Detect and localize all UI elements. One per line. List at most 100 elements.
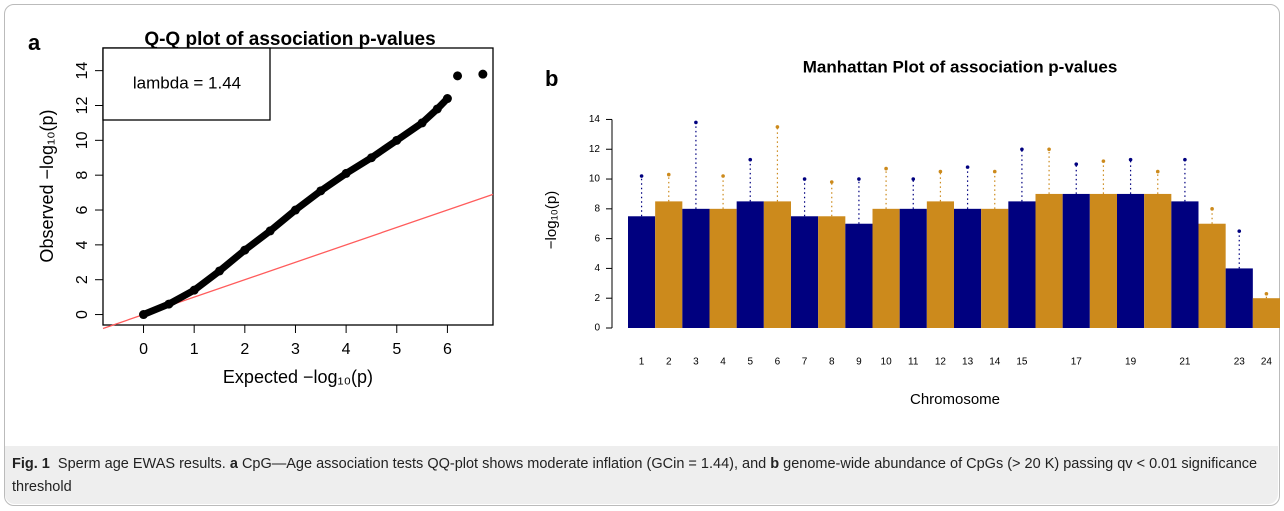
peak xyxy=(802,177,807,181)
point xyxy=(341,168,351,178)
peak xyxy=(884,166,888,171)
bulk xyxy=(1252,298,1280,328)
peak xyxy=(666,172,671,177)
figure-frame xyxy=(4,4,1280,506)
y-tick-label: 8 xyxy=(74,171,91,180)
point xyxy=(478,69,488,79)
x-tick-label: 12 xyxy=(935,357,947,368)
point xyxy=(366,153,376,163)
peak xyxy=(721,174,725,178)
peak xyxy=(965,165,970,169)
peak xyxy=(1020,147,1024,152)
x-tick-label: 5 xyxy=(747,357,753,368)
y-tick-label: 14 xyxy=(589,114,601,125)
y-tick-label: 6 xyxy=(74,205,91,214)
y-tick-label: 8 xyxy=(594,203,600,214)
bulk xyxy=(628,216,656,328)
y-tick-label: 12 xyxy=(74,96,91,114)
bulk xyxy=(1035,193,1063,328)
point xyxy=(432,104,442,114)
y-tick-label: 2 xyxy=(594,293,600,304)
y-tick-label: 4 xyxy=(74,240,91,249)
bulk xyxy=(926,201,954,328)
peak xyxy=(1183,157,1187,162)
peak xyxy=(694,120,698,125)
x-tick-label: 10 xyxy=(881,357,893,368)
bulk xyxy=(818,216,846,328)
plot-frame xyxy=(102,47,494,326)
peak xyxy=(775,125,780,129)
bulk xyxy=(981,208,1009,328)
y-axis-label: Observed −log₁₀(p) xyxy=(37,109,57,262)
x-tick-label: 3 xyxy=(291,341,300,358)
bulk xyxy=(1144,193,1172,328)
x-tick-label: 6 xyxy=(443,341,452,358)
chart-title: Manhattan Plot of association p-values xyxy=(803,57,1118,76)
point xyxy=(265,226,275,236)
y-tick-label: 12 xyxy=(589,144,601,155)
peak xyxy=(938,169,943,174)
bulk xyxy=(954,208,982,328)
bulk xyxy=(1117,193,1145,328)
bulk xyxy=(1171,201,1199,328)
caption: Fig. 1 Sperm age EWAS results. a CpG—Age… xyxy=(12,453,1262,499)
peak xyxy=(829,180,834,184)
point xyxy=(139,310,149,320)
bulk xyxy=(791,216,819,328)
point xyxy=(189,285,199,295)
caption-run: Sperm age EWAS results. xyxy=(49,456,230,472)
y-tick-label: 2 xyxy=(74,275,91,284)
bulk xyxy=(763,201,791,328)
y-tick-label: 0 xyxy=(594,323,600,334)
x-tick-label: 24 xyxy=(1261,357,1273,368)
x-tick-label: 15 xyxy=(1016,357,1028,368)
x-tick-label: 1 xyxy=(639,357,645,368)
caption-run: Fig. 1 xyxy=(12,456,50,472)
peak xyxy=(857,177,861,181)
bulk xyxy=(1008,201,1036,328)
point xyxy=(453,71,463,81)
y-tick-label: 10 xyxy=(74,131,91,149)
panel-label: a xyxy=(28,30,41,55)
x-tick-label: 6 xyxy=(775,357,781,368)
bulk xyxy=(872,208,900,328)
x-tick-label: 17 xyxy=(1071,357,1083,368)
x-axis-label: Chromosome xyxy=(910,391,1000,408)
peak xyxy=(1074,162,1079,166)
y-tick-label: 6 xyxy=(594,233,600,244)
point xyxy=(316,186,326,196)
bulk xyxy=(845,223,873,328)
caption-run: a xyxy=(229,456,238,472)
peak xyxy=(1210,207,1214,211)
x-tick-label: 21 xyxy=(1179,357,1191,368)
bulk xyxy=(1089,193,1117,328)
y-tick-label: 0 xyxy=(74,310,91,319)
y-tick-label: 14 xyxy=(74,62,91,80)
point xyxy=(392,135,402,145)
chart-title: Q-Q plot of association p-values xyxy=(144,29,435,50)
point xyxy=(164,299,174,309)
bulk xyxy=(899,208,927,328)
point xyxy=(417,118,427,128)
peak xyxy=(1128,157,1133,162)
bulk xyxy=(655,201,683,328)
x-tick-label: 2 xyxy=(240,341,249,358)
point xyxy=(240,245,250,255)
x-tick-label: 14 xyxy=(989,357,1001,368)
caption-background xyxy=(5,446,1278,504)
qq-curve xyxy=(140,95,451,319)
peak xyxy=(1155,169,1160,174)
bulk xyxy=(1225,268,1253,328)
x-tick-label: 4 xyxy=(720,357,726,368)
point xyxy=(214,266,224,276)
bulk xyxy=(1198,223,1226,328)
x-tick-label: 9 xyxy=(856,357,862,368)
panel-label: b xyxy=(545,66,558,91)
x-axis-label: Expected −log₁₀(p) xyxy=(223,367,373,387)
peak xyxy=(639,174,644,178)
point xyxy=(442,94,452,104)
peak xyxy=(1047,147,1051,152)
annotation: lambda = 1.44 xyxy=(133,73,241,92)
peak xyxy=(1101,159,1106,163)
bulk xyxy=(736,201,764,328)
